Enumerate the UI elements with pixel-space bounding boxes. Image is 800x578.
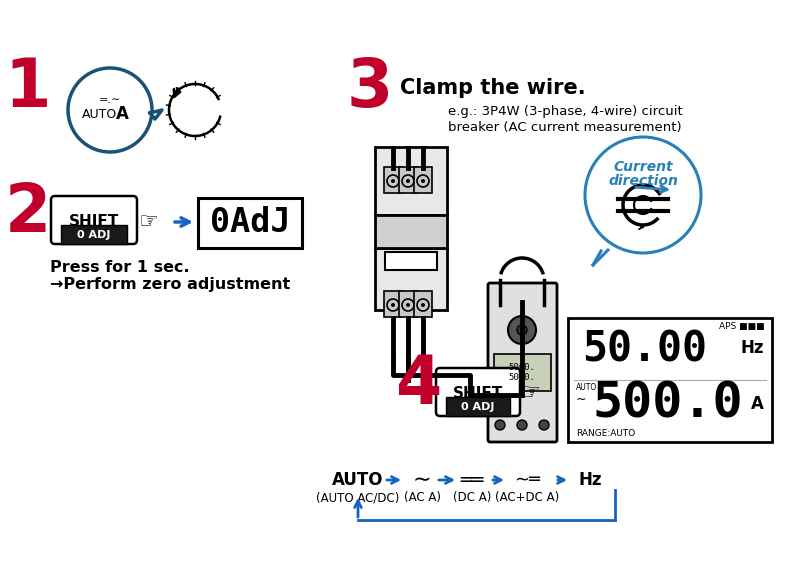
Circle shape bbox=[406, 179, 410, 183]
FancyBboxPatch shape bbox=[414, 167, 432, 193]
Text: AUTO: AUTO bbox=[82, 108, 118, 120]
Text: 50.00: 50.00 bbox=[582, 329, 707, 371]
Text: ∼: ∼ bbox=[413, 470, 431, 490]
Text: 4: 4 bbox=[395, 352, 441, 418]
FancyBboxPatch shape bbox=[61, 225, 127, 244]
Text: e.g.: 3P4W (3-phase, 4-wire) circuit: e.g.: 3P4W (3-phase, 4-wire) circuit bbox=[448, 106, 682, 118]
FancyBboxPatch shape bbox=[51, 196, 137, 244]
FancyBboxPatch shape bbox=[568, 318, 772, 442]
Text: SHIFT: SHIFT bbox=[69, 214, 119, 229]
Text: ∼═: ∼═ bbox=[514, 471, 540, 489]
Circle shape bbox=[421, 179, 425, 183]
Text: ∼: ∼ bbox=[576, 392, 586, 406]
Text: 1: 1 bbox=[5, 55, 51, 121]
FancyBboxPatch shape bbox=[399, 291, 417, 317]
Text: 0 ADJ: 0 ADJ bbox=[462, 402, 494, 412]
Text: RANGE:AUTO: RANGE:AUTO bbox=[576, 428, 635, 438]
Text: 2: 2 bbox=[5, 180, 51, 246]
Circle shape bbox=[495, 420, 505, 430]
Text: Clamp the wire.: Clamp the wire. bbox=[400, 78, 586, 98]
Circle shape bbox=[391, 179, 395, 183]
Polygon shape bbox=[150, 110, 162, 119]
Circle shape bbox=[517, 420, 527, 430]
FancyBboxPatch shape bbox=[488, 283, 557, 442]
Text: Press for 1 sec.: Press for 1 sec. bbox=[50, 261, 190, 276]
Circle shape bbox=[406, 303, 410, 307]
Text: ══: ══ bbox=[460, 470, 484, 490]
Text: APS ■■■: APS ■■■ bbox=[719, 321, 765, 331]
FancyBboxPatch shape bbox=[384, 167, 402, 193]
FancyBboxPatch shape bbox=[385, 252, 437, 270]
FancyBboxPatch shape bbox=[375, 248, 447, 310]
FancyBboxPatch shape bbox=[494, 354, 551, 391]
FancyBboxPatch shape bbox=[198, 198, 302, 248]
Text: ☞: ☞ bbox=[138, 212, 158, 232]
Text: A: A bbox=[751, 395, 764, 413]
Text: SHIFT: SHIFT bbox=[453, 386, 503, 401]
Text: (DC A): (DC A) bbox=[453, 491, 491, 505]
Circle shape bbox=[421, 303, 425, 307]
Text: =.∼: =.∼ bbox=[99, 95, 121, 105]
Circle shape bbox=[585, 137, 701, 253]
Text: A: A bbox=[115, 105, 129, 123]
Circle shape bbox=[517, 325, 527, 335]
FancyBboxPatch shape bbox=[414, 291, 432, 317]
Text: 3: 3 bbox=[347, 55, 393, 121]
Text: Hz: Hz bbox=[741, 339, 764, 357]
Text: 0AdJ: 0AdJ bbox=[210, 206, 290, 239]
FancyBboxPatch shape bbox=[446, 397, 510, 416]
Circle shape bbox=[539, 420, 549, 430]
Text: Hz: Hz bbox=[578, 471, 602, 489]
FancyBboxPatch shape bbox=[436, 368, 520, 416]
Text: ☞: ☞ bbox=[520, 383, 540, 403]
Text: →Perform zero adjustment: →Perform zero adjustment bbox=[50, 276, 290, 291]
FancyBboxPatch shape bbox=[375, 215, 447, 248]
Text: (AC+DC A): (AC+DC A) bbox=[495, 491, 559, 505]
Text: AUTO: AUTO bbox=[576, 383, 598, 392]
Text: direction: direction bbox=[608, 174, 678, 188]
Text: 5000.: 5000. bbox=[509, 364, 535, 372]
FancyBboxPatch shape bbox=[375, 147, 447, 215]
FancyBboxPatch shape bbox=[399, 167, 417, 193]
Text: AUTO: AUTO bbox=[332, 471, 384, 489]
Text: Current: Current bbox=[613, 160, 673, 174]
Circle shape bbox=[391, 303, 395, 307]
Text: 0 ADJ: 0 ADJ bbox=[78, 230, 110, 240]
Text: (AC A): (AC A) bbox=[403, 491, 441, 505]
Circle shape bbox=[508, 316, 536, 344]
Polygon shape bbox=[593, 248, 608, 265]
Text: breaker (AC current measurement): breaker (AC current measurement) bbox=[448, 120, 682, 134]
Text: (AUTO AC/DC): (AUTO AC/DC) bbox=[316, 491, 400, 505]
FancyBboxPatch shape bbox=[384, 291, 402, 317]
Text: 5000.: 5000. bbox=[509, 372, 535, 381]
Text: 500.0: 500.0 bbox=[592, 380, 742, 428]
